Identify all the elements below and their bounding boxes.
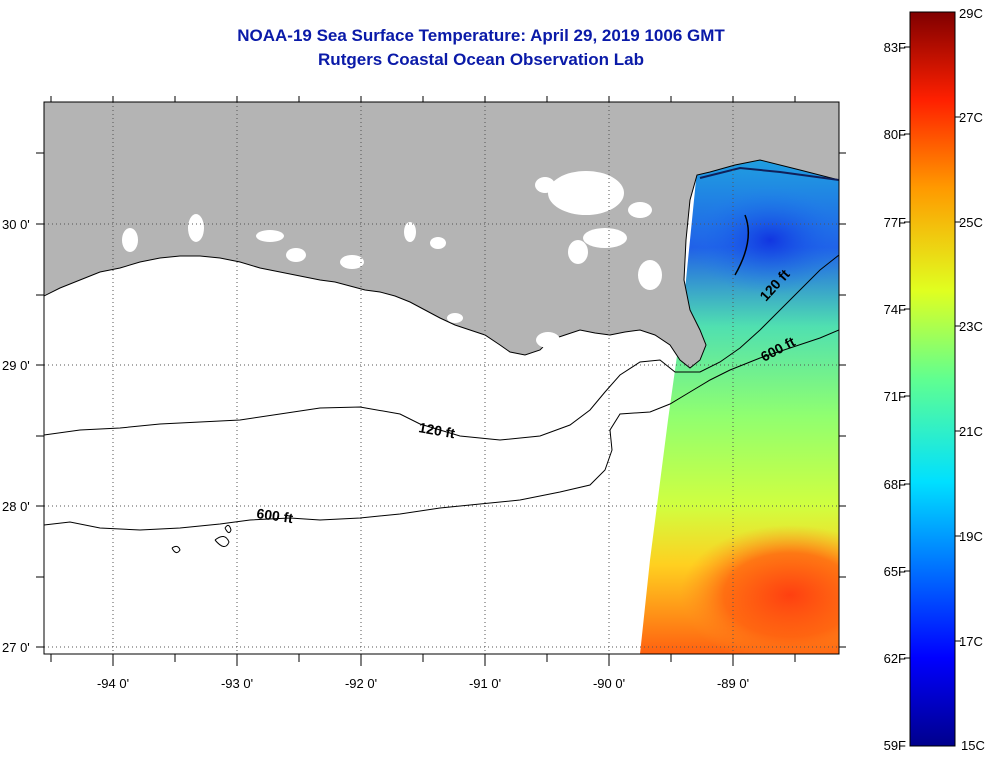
map-plot-area: 120 ft 600 ft 120 ft 600 ft [44,102,839,654]
celsius-label: 27C [959,110,983,125]
celsius-label: 17C [959,634,983,649]
terrebonne-bay [447,313,463,323]
colorbar: 83F 80F 77F 74F 71F 68F 65F 62F 59F 29C … [884,6,985,753]
lake-pontchartrain [548,171,624,215]
fahrenheit-label: 74F [884,302,906,317]
celsius-label: 21C [959,424,983,439]
lat-label: 28 0' [2,499,30,514]
celsius-label: 19C [959,529,983,544]
celsius-label: 29C [959,6,983,21]
contour-label-120-west: 120 ft [417,419,456,441]
sabine-lake [122,228,138,252]
lon-label: -92 0' [345,676,377,691]
contour-islands [171,524,232,554]
celsius-label: 15C [961,738,985,753]
fahrenheit-label: 59F [884,738,906,753]
lon-label: -89 0' [717,676,749,691]
map-title: NOAA-19 Sea Surface Temperature: April 2… [237,26,725,45]
fahrenheit-label: 83F [884,40,906,55]
land-mass [44,102,839,369]
colorbar-scale [909,11,956,747]
lake-fausse-pointe [404,222,416,242]
lon-label: -91 0' [469,676,501,691]
fahrenheit-label: 65F [884,564,906,579]
grand-lake [256,230,284,242]
map-subtitle: Rutgers Coastal Ocean Observation Lab [318,50,644,69]
celsius-label: 23C [959,319,983,334]
contour-600ft [44,329,839,531]
lat-label: 29 0' [2,358,30,373]
fahrenheit-label: 62F [884,651,906,666]
colorbar-celsius-labels: 29C 27C 25C 23C 21C 19C 17C 15C [959,6,985,753]
barataria-bay [536,332,560,348]
fahrenheit-label: 80F [884,127,906,142]
mississippi-coastline [699,166,839,181]
longitude-labels: -94 0' -93 0' -92 0' -91 0' -90 0' -89 0… [97,676,749,691]
calcasieu-lake [188,214,204,242]
contour-label-600-west: 600 ft [256,505,295,526]
breton-sound [638,260,662,290]
fahrenheit-label: 68F [884,477,906,492]
white-lake [286,248,306,262]
chandeleur-islands [734,214,750,276]
lon-label: -93 0' [221,676,253,691]
lat-label: 30 0' [2,217,30,232]
colorbar-ticks [904,46,961,659]
warm-water-region [680,525,839,654]
graticule [44,102,839,654]
lat-label: 27 0' [2,640,30,655]
colorbar-fahrenheit-labels: 83F 80F 77F 74F 71F 68F 65F 62F 59F [884,40,906,753]
fahrenheit-label: 77F [884,215,906,230]
vermilion-bay [340,255,364,269]
celsius-label: 25C [959,215,983,230]
contour-120ft [44,254,839,441]
latitude-labels: 30 0' 29 0' 28 0' 27 0' [2,217,30,655]
cool-water-region [690,185,839,295]
lake-borgne-area [583,228,627,248]
axis-ticks [36,96,846,666]
fahrenheit-label: 71F [884,389,906,404]
lon-label: -90 0' [593,676,625,691]
lake-maurepas [535,177,555,193]
lake-salvador [568,240,588,264]
title-block: NOAA-19 Sea Surface Temperature: April 2… [44,24,918,72]
lon-label: -94 0' [97,676,129,691]
mississippi-sound [628,202,652,218]
lake-palourde [430,237,446,249]
